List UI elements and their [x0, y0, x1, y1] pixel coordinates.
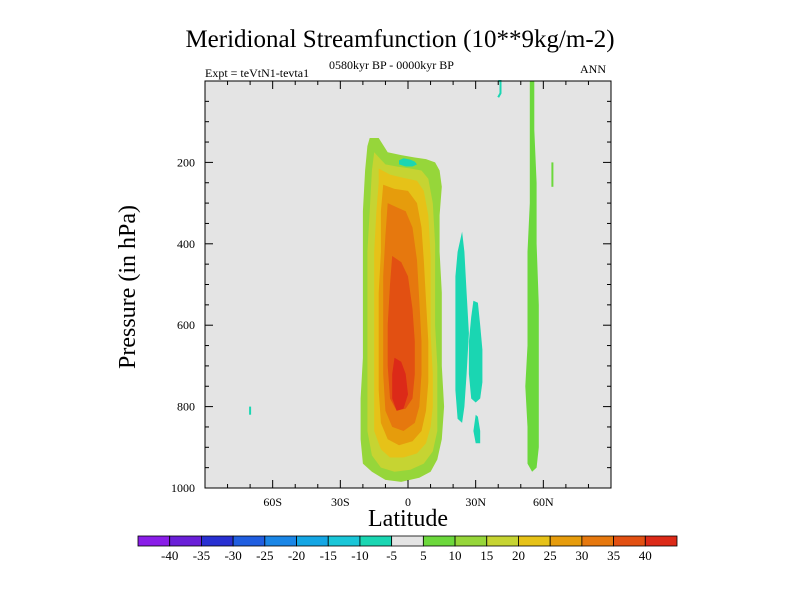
contour-region-9 [468, 300, 483, 403]
colorbar-label: -35 [193, 548, 210, 563]
x-tick-label: 60S [263, 495, 282, 509]
colorbar-swatch [327, 535, 361, 547]
colorbar-swatch [518, 535, 551, 547]
chart-title: Meridional Streamfunction (10**9kg/m-2) [185, 26, 615, 53]
colorbar-swatch [454, 535, 488, 547]
experiment-label: Expt = teVtN1-tevta1 [205, 66, 310, 80]
y-tick-label: 400 [177, 237, 195, 251]
colorbar-label: 30 [575, 548, 588, 563]
x-tick-label: 30N [465, 495, 486, 509]
y-tick-label: 200 [177, 155, 195, 169]
colorbar-swatch [264, 535, 297, 547]
colorbar-swatch [581, 535, 614, 547]
colorbar-label: 5 [420, 548, 427, 563]
colorbar-swatch [422, 535, 456, 547]
y-tick-label: 800 [177, 400, 195, 414]
contour-region-12 [525, 81, 539, 472]
time-range-label: 0580kyr BP - 0000kyr BP [329, 58, 454, 72]
contour-regions [249, 80, 554, 482]
colorbar-label: 40 [639, 548, 652, 563]
colorbar-label: 35 [607, 548, 620, 563]
colorbar-swatch [644, 535, 678, 547]
colorbar-label: -5 [386, 548, 397, 563]
colorbar-swatch [137, 535, 171, 547]
colorbar: -40 -35 -30 -25 -20 -15 -10 -5 5 10 15 20 25 30 35 40 [137, 535, 678, 563]
y-tick-label: 600 [177, 318, 195, 332]
colorbar-swatch [201, 535, 234, 547]
x-tick-label: 30S [331, 495, 350, 509]
colorbar-label: -30 [224, 548, 241, 563]
contour-region-6 [392, 357, 408, 411]
colorbar-label: -25 [256, 548, 273, 563]
colorbar-swatch [296, 535, 329, 547]
colorbar-swatch [391, 535, 424, 547]
colorbar-label: 15 [480, 548, 493, 563]
colorbar-label: -10 [351, 548, 368, 563]
colorbar-swatch [359, 535, 393, 547]
colorbar-label: 10 [449, 548, 462, 563]
x-axis-label: Latitude [368, 506, 448, 532]
colorbar-swatch [169, 535, 202, 547]
colorbar-label: 20 [512, 548, 525, 563]
contour-region-8 [455, 231, 469, 423]
colorbar-label: 25 [544, 548, 557, 563]
contour-region-10 [473, 414, 481, 444]
colorbar-swatch [486, 535, 519, 547]
colorbar-label: -20 [288, 548, 305, 563]
axis-ticks: 60S 30S 0 30N 60N 200 400 600 800 1000 [171, 80, 612, 509]
x-tick-label: 0 [405, 495, 411, 509]
x-tick-label: 60N [533, 495, 554, 509]
colorbar-label: -40 [161, 548, 178, 563]
colorbar-swatch [232, 535, 266, 547]
season-label: ANN [580, 62, 606, 76]
y-tick-label: 1000 [171, 481, 195, 495]
colorbar-swatch [613, 535, 646, 547]
contour-region-7 [399, 158, 417, 167]
y-axis-label: Pressure (in hPa) [115, 205, 141, 369]
colorbar-swatch [549, 535, 583, 547]
colorbar-label: -15 [320, 548, 337, 563]
